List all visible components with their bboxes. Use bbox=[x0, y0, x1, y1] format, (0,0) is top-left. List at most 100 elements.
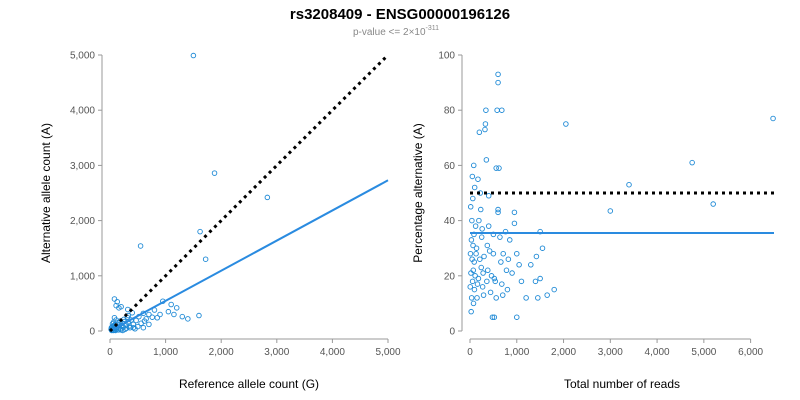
x-tick-label: 3,000 bbox=[598, 347, 623, 358]
data-point bbox=[479, 284, 486, 290]
y-tick-label: 100 bbox=[438, 51, 455, 62]
x-tick-label: 6,000 bbox=[738, 347, 763, 358]
data-point bbox=[495, 209, 501, 216]
data-point bbox=[114, 298, 120, 305]
data-point bbox=[475, 275, 482, 282]
data-point bbox=[472, 273, 478, 279]
y-tick-label: 40 bbox=[444, 216, 456, 227]
x-tick-label: 2,000 bbox=[209, 347, 234, 358]
data-point bbox=[485, 223, 492, 229]
data-point bbox=[626, 181, 632, 188]
x-tick-label: 4,000 bbox=[645, 347, 670, 358]
data-point bbox=[551, 286, 557, 293]
data-point bbox=[485, 193, 492, 199]
data-point bbox=[495, 79, 501, 86]
data-point bbox=[133, 317, 139, 324]
regression-line bbox=[109, 179, 389, 332]
data-point bbox=[487, 289, 494, 296]
data-point bbox=[197, 228, 203, 235]
data-point bbox=[468, 237, 475, 243]
x-tick-label: 3,000 bbox=[264, 347, 289, 358]
data-point bbox=[157, 311, 163, 318]
data-point bbox=[485, 267, 491, 274]
data-point bbox=[478, 234, 485, 240]
data-point bbox=[533, 253, 540, 260]
data-point bbox=[196, 312, 202, 319]
data-point bbox=[504, 286, 511, 293]
x-tick-label: 1,000 bbox=[153, 347, 178, 358]
data-point bbox=[470, 162, 477, 169]
data-point bbox=[211, 170, 218, 176]
data-point bbox=[490, 250, 497, 257]
data-point bbox=[514, 250, 520, 257]
data-point bbox=[507, 237, 513, 243]
data-point bbox=[482, 121, 489, 127]
data-point bbox=[111, 296, 118, 302]
data-point bbox=[154, 315, 161, 321]
subtitle-exponent: -311 bbox=[426, 25, 440, 32]
data-point bbox=[467, 250, 474, 257]
y-tick-label: 60 bbox=[444, 161, 456, 172]
data-point bbox=[523, 295, 529, 301]
data-point bbox=[498, 259, 504, 265]
data-point bbox=[493, 295, 499, 301]
data-point bbox=[518, 278, 525, 285]
data-point bbox=[482, 126, 488, 133]
x-tick-label: 5,000 bbox=[691, 347, 716, 358]
data-point bbox=[499, 281, 505, 287]
data-point bbox=[469, 278, 476, 285]
data-point bbox=[535, 295, 541, 301]
data-point bbox=[478, 206, 484, 213]
y-tick-label: 20 bbox=[444, 271, 456, 282]
data-point bbox=[264, 194, 271, 201]
data-point bbox=[516, 262, 522, 268]
data-point bbox=[168, 301, 174, 308]
data-point bbox=[563, 121, 569, 127]
x-axis-label: Reference allele count (G) bbox=[179, 377, 319, 391]
data-point bbox=[511, 220, 518, 227]
chart-title: rs3208409 - ENSG00000196126 bbox=[290, 6, 510, 23]
data-point bbox=[185, 316, 191, 322]
data-point bbox=[469, 173, 476, 180]
x-tick-label: 0 bbox=[467, 347, 473, 358]
data-point bbox=[532, 278, 539, 285]
y-tick-label: 3,000 bbox=[70, 161, 95, 172]
data-point bbox=[528, 262, 534, 268]
y-tick-label: 2,000 bbox=[70, 216, 95, 227]
x-tick-label: 0 bbox=[107, 347, 113, 358]
data-point bbox=[474, 295, 480, 301]
data-point bbox=[118, 303, 124, 310]
y-tick-label: 4,000 bbox=[70, 106, 95, 117]
y-tick-label: 0 bbox=[449, 327, 455, 338]
data-point bbox=[171, 311, 177, 318]
y-tick-label: 1,000 bbox=[70, 271, 95, 282]
right-scatter-panel: 0 20 40 60 80 100 0 1,000 2,000 3,000 4,000 5,000 6,… bbox=[411, 51, 776, 391]
data-point bbox=[468, 270, 474, 276]
data-point bbox=[544, 292, 550, 298]
y-tick-label: 5,000 bbox=[70, 51, 95, 62]
data-point bbox=[140, 324, 147, 331]
data-point bbox=[486, 248, 493, 254]
data-point bbox=[471, 184, 478, 191]
data-point bbox=[483, 157, 490, 163]
data-point bbox=[478, 264, 484, 271]
chart-subtitle: p-value <= 2×10-311 bbox=[353, 25, 439, 38]
data-point bbox=[173, 305, 180, 311]
data-point bbox=[710, 201, 716, 207]
data-point bbox=[473, 245, 480, 251]
reference-line bbox=[108, 53, 390, 333]
data-point bbox=[467, 204, 474, 210]
data-point bbox=[468, 308, 474, 315]
data-point bbox=[484, 278, 490, 285]
y-tick-label: 0 bbox=[89, 327, 95, 338]
data-point bbox=[494, 107, 500, 113]
data-point bbox=[467, 284, 473, 290]
data-point bbox=[491, 314, 498, 320]
x-tick-label: 1,000 bbox=[504, 347, 529, 358]
left-scatter-panel: 0 1,000 2,000 3,000 4,000 5,000 0 1,000 2,000 3,0… bbox=[39, 51, 401, 392]
data-point bbox=[472, 223, 479, 229]
data-point bbox=[511, 209, 518, 216]
data-point bbox=[476, 217, 482, 224]
data-point bbox=[190, 52, 197, 59]
